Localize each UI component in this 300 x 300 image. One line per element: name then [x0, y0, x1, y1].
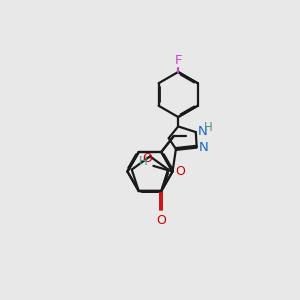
Text: H: H: [204, 121, 212, 134]
Text: N: N: [199, 141, 209, 154]
Text: O: O: [156, 214, 166, 227]
Text: O: O: [176, 165, 185, 178]
Text: F: F: [174, 54, 182, 68]
Text: H: H: [139, 155, 148, 168]
Text: O: O: [142, 152, 152, 165]
Text: N: N: [198, 124, 208, 137]
